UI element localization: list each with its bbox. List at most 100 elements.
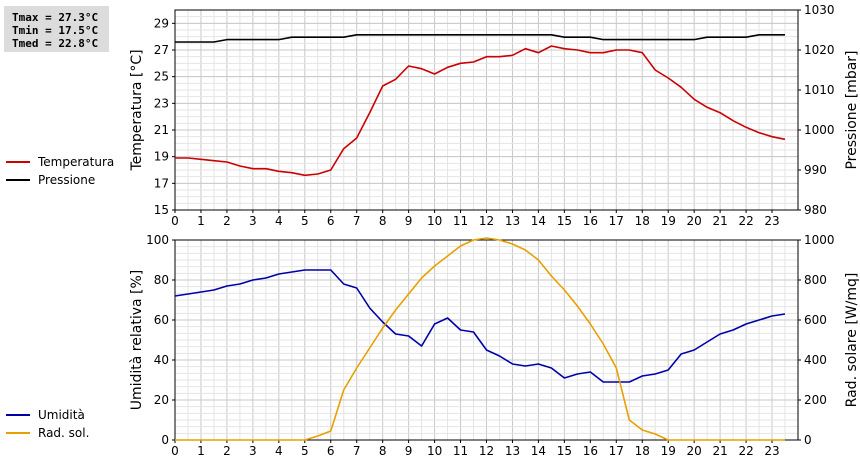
x-tick-label: 17 (609, 214, 624, 228)
y2-tick-label: 1020 (804, 43, 835, 57)
legend-item-temperatura: Temperatura (4, 153, 114, 171)
legend-label-radsol: Rad. sol. (38, 426, 90, 440)
x-tick-label: 22 (738, 214, 753, 228)
legend-label-pressione: Pressione (38, 173, 96, 187)
x-tick-label: 20 (687, 444, 702, 458)
x-tick-label: 6 (327, 214, 335, 228)
legend-swatch-radsol (6, 432, 30, 434)
legend-bottom: Umidità Rad. sol. (4, 406, 89, 442)
y-tick-label: 60 (154, 313, 169, 327)
x-tick-label: 14 (531, 214, 546, 228)
legend-top: Temperatura Pressione (4, 153, 114, 189)
tmed-stat: Tmed = 22.8°C (12, 37, 99, 50)
x-tick-label: 21 (712, 214, 727, 228)
y2-axis-label: Rad. solare [W/mq] (844, 273, 860, 408)
x-tick-label: 19 (661, 214, 676, 228)
y-axis-label: Temperatura [°C] (129, 49, 145, 171)
x-tick-label: 9 (405, 214, 413, 228)
legend-item-radsol: Rad. sol. (4, 424, 89, 442)
x-tick-label: 16 (583, 444, 598, 458)
y-tick-label: 40 (154, 353, 169, 367)
y2-tick-label: 990 (804, 163, 827, 177)
y2-axis-label: Pressione [mbar] (844, 50, 860, 169)
y-tick-label: 27 (154, 43, 169, 57)
y2-tick-label: 400 (804, 353, 827, 367)
y-tick-label: 17 (154, 176, 169, 190)
y-tick-label: 100 (146, 233, 169, 247)
x-tick-label: 15 (557, 444, 572, 458)
x-tick-label: 1 (197, 444, 205, 458)
x-tick-label: 11 (453, 444, 468, 458)
series-line-pressione (175, 33, 785, 43)
tmax-stat: Tmax = 27.3°C (12, 11, 99, 24)
legend-swatch-pressione (6, 179, 30, 181)
y-tick-label: 0 (161, 433, 169, 447)
x-tick-label: 19 (661, 444, 676, 458)
y2-tick-label: 800 (804, 273, 827, 287)
x-tick-label: 0 (171, 214, 179, 228)
x-tick-label: 0 (171, 444, 179, 458)
y-tick-label: 23 (154, 96, 169, 110)
y2-tick-label: 1010 (804, 83, 835, 97)
x-tick-label: 10 (427, 444, 442, 458)
y2-tick-label: 200 (804, 393, 827, 407)
series-line-temperatura (175, 45, 786, 177)
y-tick-label: 20 (154, 393, 169, 407)
x-tick-label: 11 (453, 214, 468, 228)
y2-tick-label: 600 (804, 313, 827, 327)
tmin-stat: Tmin = 17.5°C (12, 24, 99, 37)
x-tick-label: 13 (505, 214, 520, 228)
x-tick-label: 18 (635, 444, 650, 458)
stats-box: Tmax = 27.3°C Tmin = 17.5°C Tmed = 22.8°… (4, 6, 109, 52)
x-tick-label: 3 (249, 444, 257, 458)
y-tick-label: 29 (154, 16, 169, 30)
x-tick-label: 2 (223, 214, 231, 228)
y-tick-label: 25 (154, 70, 169, 84)
series-line-umidit- (174, 269, 786, 383)
x-tick-label: 22 (738, 444, 753, 458)
x-tick-label: 3 (249, 214, 257, 228)
x-tick-label: 14 (531, 444, 546, 458)
x-tick-label: 6 (327, 444, 335, 458)
x-tick-label: 12 (479, 444, 494, 458)
y2-tick-label: 0 (804, 433, 812, 447)
x-tick-label: 18 (635, 214, 650, 228)
series-line-rad-sol- (175, 237, 785, 441)
chart-panel-bottom: 0 1 2 3 4 5 6 7 8 9 10 11 12 13 14 15 16 17 18 19 20 21 22 2302… (129, 233, 860, 458)
x-tick-label: 9 (405, 444, 413, 458)
x-tick-label: 4 (275, 444, 283, 458)
x-tick-label: 2 (223, 444, 231, 458)
x-tick-label: 10 (427, 214, 442, 228)
chart-panel-top: 0 1 2 3 4 5 6 7 8 9 10 11 12 13 14 15 16 17 18 19 20 21 22 2315… (129, 3, 860, 228)
legend-swatch-umidita (6, 414, 30, 416)
legend-item-pressione: Pressione (4, 171, 114, 189)
y-tick-label: 21 (154, 123, 169, 137)
x-tick-label: 1 (197, 214, 205, 228)
x-tick-label: 5 (301, 444, 309, 458)
x-tick-label: 16 (583, 214, 598, 228)
legend-label-temperatura: Temperatura (38, 155, 115, 169)
x-tick-label: 8 (379, 444, 387, 458)
legend-item-umidita: Umidità (4, 406, 89, 424)
y-tick-label: 80 (154, 273, 169, 287)
y-axis-label: Umidità relativa [%] (129, 270, 145, 411)
legend-swatch-temperatura (6, 161, 30, 163)
x-tick-label: 4 (275, 214, 283, 228)
legend-label-umidita: Umidità (38, 408, 85, 422)
x-tick-label: 17 (609, 444, 624, 458)
x-tick-label: 5 (301, 214, 309, 228)
y2-tick-label: 1000 (804, 123, 835, 137)
y2-tick-label: 1030 (804, 3, 835, 17)
x-tick-label: 13 (505, 444, 520, 458)
x-tick-label: 23 (764, 214, 779, 228)
y2-tick-label: 980 (804, 203, 827, 217)
y-tick-label: 15 (154, 203, 169, 217)
x-tick-label: 20 (687, 214, 702, 228)
x-tick-label: 7 (353, 214, 361, 228)
x-tick-label: 12 (479, 214, 494, 228)
y-tick-label: 19 (154, 150, 169, 164)
x-tick-label: 21 (712, 444, 727, 458)
x-tick-label: 7 (353, 444, 361, 458)
y2-tick-label: 1000 (804, 233, 835, 247)
